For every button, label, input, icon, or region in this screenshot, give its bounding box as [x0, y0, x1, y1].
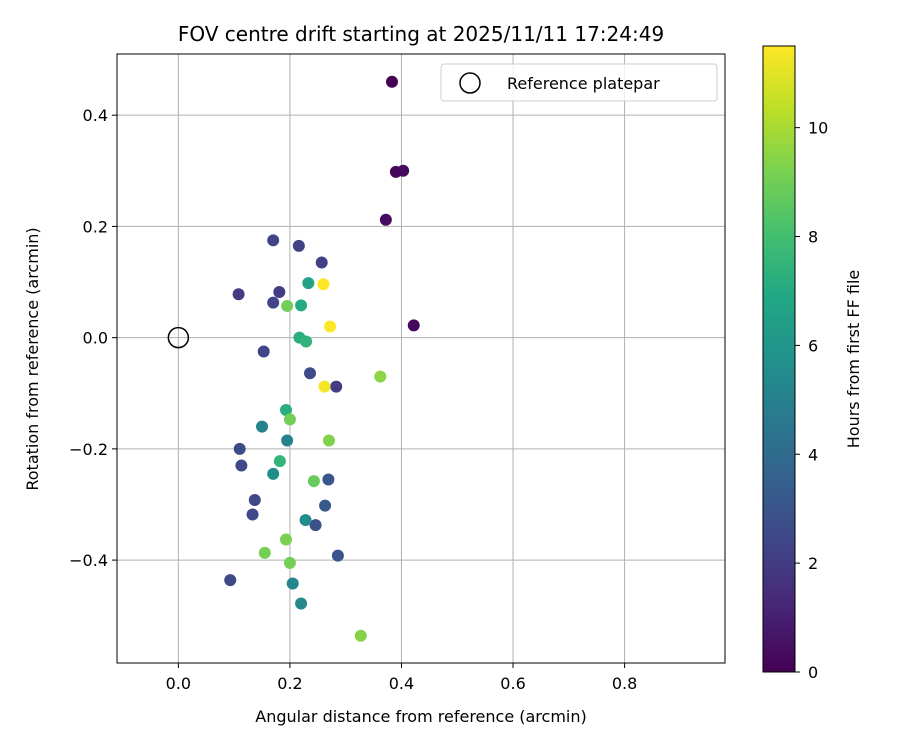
data-point	[283, 556, 296, 569]
y-tick-label: 0.2	[83, 217, 108, 236]
colorbar-tick-label: 4	[808, 445, 818, 464]
colorbar-tick-label: 8	[808, 228, 818, 247]
data-point	[267, 467, 280, 480]
data-point	[283, 413, 296, 426]
x-tick-label: 0.8	[612, 674, 637, 693]
x-axis-label: Angular distance from reference (arcmin)	[255, 707, 586, 726]
data-point	[273, 455, 286, 468]
data-point	[246, 508, 259, 521]
reference-platepar-marker	[167, 326, 190, 349]
colorbar-tick-label: 0	[808, 663, 818, 682]
data-point	[330, 380, 343, 393]
x-tick-label: 0.6	[500, 674, 525, 693]
data-point	[322, 434, 335, 447]
y-tick-label: 0.0	[83, 329, 108, 348]
data-point	[300, 335, 313, 348]
data-point	[318, 380, 331, 393]
data-point	[273, 286, 286, 299]
x-tick-label: 0.2	[277, 674, 302, 693]
data-point	[374, 370, 387, 383]
x-axis-ticks: 0.0 0.2 0.4 0.6 0.8	[166, 663, 637, 693]
data-point	[256, 420, 269, 433]
data-point	[280, 403, 293, 416]
legend-label: Reference platepar	[507, 74, 660, 93]
data-point	[324, 320, 337, 333]
y-tick-label: 0.4	[83, 106, 108, 125]
data-point	[379, 213, 392, 226]
data-point	[235, 459, 248, 472]
data-point	[307, 475, 320, 488]
colorbar-tick-label: 2	[808, 554, 818, 573]
data-point	[281, 434, 294, 447]
data-point	[315, 256, 328, 269]
legend-box	[440, 63, 718, 102]
data-point	[319, 499, 332, 512]
data-point	[258, 546, 271, 559]
legend-marker-open-circle	[459, 72, 481, 94]
data-point	[232, 288, 245, 301]
colorbar-tick-label: 6	[808, 336, 818, 355]
chart-title: FOV centre drift starting at 2025/11/11 …	[178, 22, 664, 46]
data-point	[295, 597, 308, 610]
data-point	[385, 75, 398, 88]
colorbar	[762, 45, 796, 673]
data-point	[317, 278, 330, 291]
data-point	[281, 299, 294, 312]
data-point	[286, 577, 299, 590]
plot-frame	[116, 53, 726, 664]
colorbar-ticks: 0 2 4 6 8 10	[795, 119, 828, 682]
x-tick-label: 0.0	[166, 674, 191, 693]
data-point	[407, 319, 420, 332]
data-point	[257, 345, 270, 358]
data-point	[302, 277, 315, 290]
data-point	[295, 299, 308, 312]
y-axis-label: Rotation from reference (arcmin)	[23, 227, 42, 490]
y-axis-ticks: −0.4 −0.2 0.0 0.2 0.4	[69, 106, 117, 570]
data-point	[233, 442, 246, 455]
data-point	[280, 533, 293, 546]
data-point	[292, 239, 305, 252]
data-point	[309, 519, 322, 532]
grid	[117, 54, 725, 663]
legend: Reference platepar	[440, 63, 718, 102]
data-point	[299, 514, 312, 527]
colorbar-tick-label: 10	[808, 119, 828, 138]
data-point	[224, 574, 237, 587]
data-point	[267, 234, 280, 247]
data-point	[267, 296, 280, 309]
data-point	[303, 367, 316, 380]
y-tick-label: −0.2	[69, 440, 108, 459]
points-layer	[224, 75, 420, 642]
data-point	[248, 494, 261, 507]
colorbar-label: Hours from first FF file	[844, 270, 863, 449]
data-point	[354, 629, 367, 642]
y-tick-label: −0.4	[69, 551, 108, 570]
data-point	[397, 164, 410, 177]
data-point	[322, 473, 335, 486]
reference-layer	[167, 326, 190, 349]
x-tick-label: 0.4	[389, 674, 414, 693]
data-point	[331, 549, 344, 562]
